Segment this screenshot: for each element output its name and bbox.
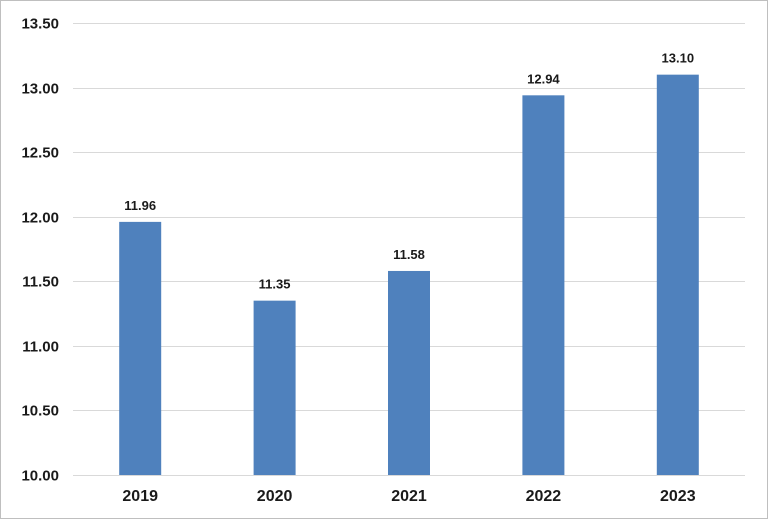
bar-2022 — [522, 95, 565, 475]
bars — [119, 74, 699, 476]
x-category-label: 2023 — [660, 488, 696, 505]
y-tick-label: 12.00 — [21, 210, 59, 227]
y-tick-label: 13.50 — [21, 16, 59, 33]
bar-2020 — [253, 300, 296, 475]
data-label: 11.96 — [124, 198, 156, 213]
data-labels: 11.96 11.35 11.58 12.94 13.10 — [124, 51, 694, 292]
y-tick-label: 11.00 — [22, 339, 59, 356]
y-tick-label: 10.00 — [21, 468, 59, 485]
x-category-label: 2020 — [257, 488, 293, 505]
data-label: 11.58 — [393, 247, 425, 262]
y-tick-label: 13.00 — [21, 81, 59, 98]
x-category-label: 2019 — [122, 488, 158, 505]
bar-2021 — [388, 270, 430, 475]
data-label: 12.94 — [527, 71, 560, 86]
data-label: 13.10 — [662, 51, 695, 66]
bar-2019 — [119, 221, 162, 475]
data-label: 11.35 — [259, 277, 291, 292]
x-category-label: 2022 — [526, 488, 562, 505]
y-tick-label: 11.50 — [22, 274, 59, 291]
y-tick-label: 12.50 — [21, 145, 59, 162]
bar-2023 — [656, 74, 699, 476]
y-tick-label: 10.50 — [21, 403, 59, 420]
y-axis-tick-labels: 10.00 10.50 11.00 11.50 12.00 12.50 13.00 13.50 — [21, 16, 59, 485]
x-axis-category-labels: 2019 2020 2021 2022 2023 — [122, 488, 695, 505]
x-category-label: 2021 — [391, 488, 427, 505]
